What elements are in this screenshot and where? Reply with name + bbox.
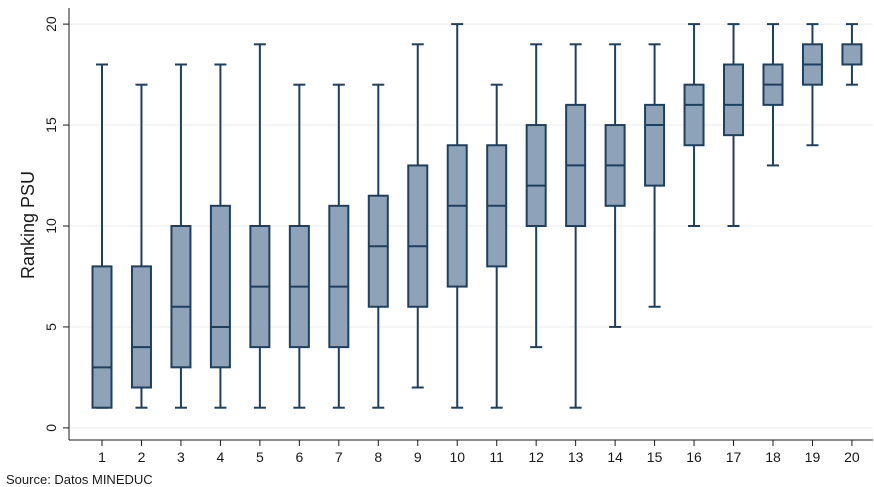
box-5 xyxy=(249,43,271,409)
x-tick-label-4: 4 xyxy=(217,449,225,465)
x-tick-label-6: 6 xyxy=(295,449,303,465)
x-tick-label-11: 11 xyxy=(489,449,504,465)
x-tick-label-16: 16 xyxy=(686,449,702,465)
box-body-8 xyxy=(367,194,389,308)
box-7 xyxy=(328,83,350,409)
box-19 xyxy=(801,23,823,147)
x-tick-label-17: 17 xyxy=(726,449,742,465)
box-body-15 xyxy=(644,103,666,187)
box-20 xyxy=(841,23,863,86)
x-tick-label-5: 5 xyxy=(256,449,264,465)
box-18 xyxy=(762,23,784,167)
y-tick-label-20: 20 xyxy=(43,16,59,32)
y-tick-label-0: 0 xyxy=(43,424,59,432)
x-tick-label-2: 2 xyxy=(138,449,146,465)
y-tick-label-5: 5 xyxy=(43,323,59,331)
box-6 xyxy=(288,83,310,409)
box-12 xyxy=(525,43,547,349)
box-body-1 xyxy=(91,265,113,409)
x-tick-label-13: 13 xyxy=(568,449,584,465)
x-tick-label-15: 15 xyxy=(647,449,663,465)
y-tick-label-15: 15 xyxy=(43,117,59,133)
x-tick-label-19: 19 xyxy=(805,449,821,465)
x-tick-label-7: 7 xyxy=(335,449,343,465)
box-3 xyxy=(170,63,192,409)
box-body-3 xyxy=(170,225,192,369)
box-8 xyxy=(367,83,389,409)
x-tick-label-12: 12 xyxy=(528,449,544,465)
box-body-20 xyxy=(841,43,863,66)
box-10 xyxy=(446,23,468,409)
box-11 xyxy=(486,83,508,409)
x-tick-label-1: 1 xyxy=(98,449,106,465)
x-tick-label-20: 20 xyxy=(844,449,860,465)
box-body-10 xyxy=(446,144,468,288)
box-13 xyxy=(565,43,587,409)
x-tick-label-9: 9 xyxy=(414,449,422,465)
box-body-4 xyxy=(209,204,231,369)
source-note: Source: Datos MINEDUC xyxy=(6,472,153,487)
x-tick-label-8: 8 xyxy=(374,449,382,465)
box-body-9 xyxy=(407,164,429,308)
box-body-17 xyxy=(723,63,745,137)
box-15 xyxy=(644,43,666,308)
box-body-16 xyxy=(683,83,705,147)
box-4 xyxy=(209,63,231,409)
box-body-7 xyxy=(328,204,350,349)
box-body-12 xyxy=(525,124,547,227)
x-tick-label-14: 14 xyxy=(607,449,623,465)
box-body-2 xyxy=(130,265,152,389)
box-14 xyxy=(604,43,626,328)
y-tick-label-10: 10 xyxy=(43,218,59,234)
box-9 xyxy=(407,43,429,389)
boxes xyxy=(91,23,863,409)
x-tick-label-10: 10 xyxy=(449,449,465,465)
box-1 xyxy=(91,63,113,409)
box-17 xyxy=(723,23,745,227)
x-tick-label-3: 3 xyxy=(177,449,185,465)
box-2 xyxy=(130,83,152,409)
box-16 xyxy=(683,23,705,227)
x-tick-label-18: 18 xyxy=(765,449,781,465)
y-axis-title: Ranking PSU xyxy=(18,171,38,279)
